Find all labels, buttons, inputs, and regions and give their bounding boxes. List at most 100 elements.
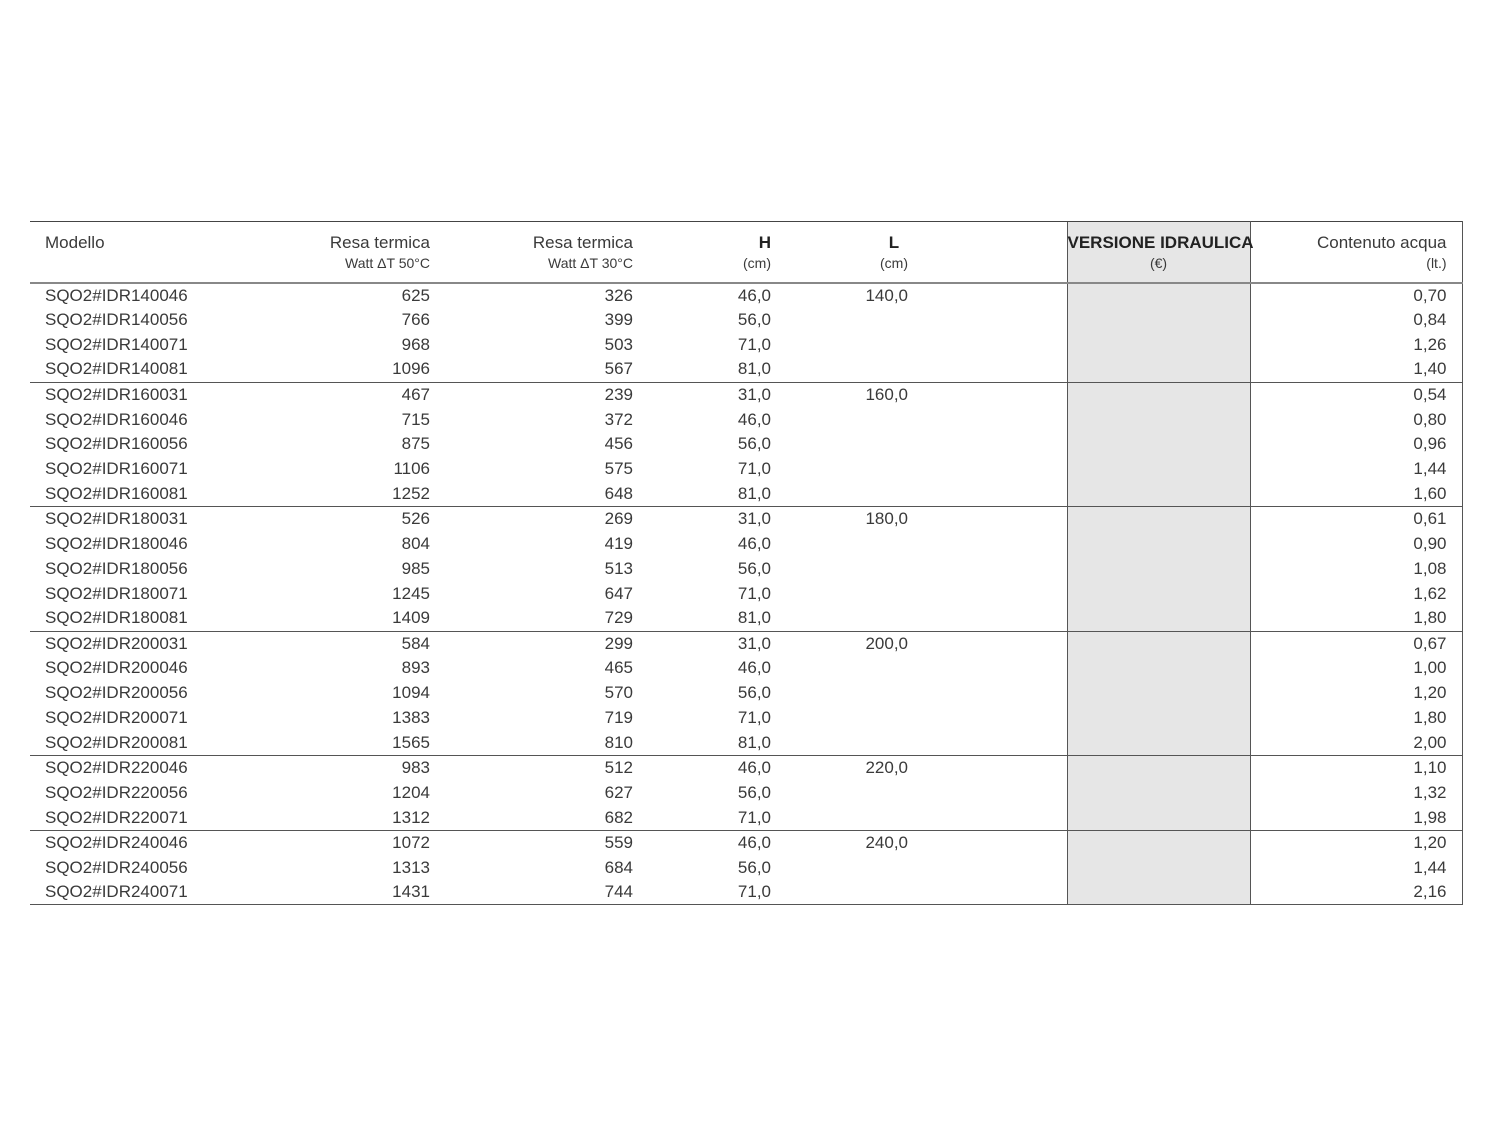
contenuto-cell: 1,20 (1250, 830, 1463, 856)
h-cell: 81,0 (648, 357, 786, 383)
table-row: SQO2#IDR140056 766 399 56,0 0,84 (30, 307, 1463, 333)
resa30-cell: 744 (445, 879, 648, 906)
resa50-cell: 584 (401, 633, 430, 653)
empty-cell (923, 432, 1067, 457)
resa30-cell: 684 (604, 857, 633, 877)
contenuto-cell: 2,00 (1250, 730, 1463, 757)
contenuto-cell: 1,44 (1250, 855, 1463, 880)
resa50-cell: 715 (401, 409, 430, 429)
model-cell: SQO2#IDR160071 (45, 459, 188, 479)
header-resa50: Resa termica Watt ΔT 50°C (240, 221, 445, 284)
model-cell: SQO2#IDR180031 (45, 509, 188, 529)
versione-cell (1066, 780, 1251, 806)
empty-cell (923, 879, 1067, 906)
h-cell: 31,0 (737, 509, 771, 529)
h-cell: 71,0 (737, 708, 771, 728)
h-cell: 31,0 (737, 633, 771, 653)
versione-cell (1066, 855, 1251, 880)
table-row: SQO2#IDR140046 625 326 46,0 140,0 0,70 (30, 282, 1463, 308)
table-row: SQO2#IDR160056 875 456 56,0 0,96 (30, 431, 1463, 457)
table-row: SQO2#IDR220056 1204 627 56,0 1,32 (30, 780, 1463, 806)
h-cell: 71,0 (648, 805, 786, 831)
resa50-cell: 1312 (240, 805, 445, 831)
l-cell (786, 532, 923, 557)
header-model: Modello (30, 221, 240, 284)
resa50-cell: 1565 (240, 730, 445, 757)
l-cell: 220,0 (865, 758, 908, 778)
table-row: SQO2#IDR180031 526 269 31,0 180,0 0,61 (30, 506, 1463, 532)
empty-cell (923, 457, 1067, 482)
versione-cell (1066, 830, 1251, 856)
model-cell: SQO2#IDR140046 (45, 285, 188, 305)
table-body: SQO2#IDR140046 625 326 46,0 140,0 0,70 SQO2#ID… (30, 282, 1463, 906)
h-cell: 71,0 (737, 583, 771, 603)
model-cell: SQO2#IDR140071 (45, 334, 188, 354)
versione-cell (1066, 382, 1251, 408)
table-row: SQO2#IDR200071 1383 719 71,0 1,80 (30, 705, 1463, 731)
table-row: SQO2#IDR240056 1313 684 56,0 1,44 (30, 855, 1463, 880)
model-cell: SQO2#IDR240046 (45, 832, 188, 852)
model-cell: SQO2#IDR180081 (30, 606, 240, 632)
h-cell: 46,0 (737, 758, 771, 778)
resa30-cell: 419 (604, 533, 633, 553)
h-cell: 71,0 (737, 334, 771, 354)
h-cell: 31,0 (737, 384, 771, 404)
l-cell (786, 805, 923, 831)
l-cell (786, 855, 923, 880)
versione-cell (1066, 407, 1251, 432)
resa30-cell: 570 (604, 683, 633, 703)
contenuto-cell: 1,98 (1250, 805, 1463, 831)
resa50-cell: 893 (401, 658, 430, 678)
contenuto-cell: 1,00 (1250, 655, 1463, 681)
contenuto-cell: 0,70 (1250, 282, 1463, 308)
versione-cell (1066, 307, 1251, 333)
resa30-cell: 299 (604, 633, 633, 653)
resa30-cell: 512 (604, 758, 633, 778)
resa50-cell: 1409 (240, 606, 445, 632)
contenuto-cell: 0,80 (1250, 407, 1463, 432)
model-cell: SQO2#IDR200056 (45, 683, 188, 703)
model-cell: SQO2#IDR140081 (30, 357, 240, 383)
resa50-cell: 983 (401, 758, 430, 778)
empty-cell (923, 308, 1067, 333)
table-row: SQO2#IDR220071 1312 682 71,0 1,98 (30, 805, 1463, 831)
model-cell: SQO2#IDR200046 (45, 658, 188, 678)
header-versione: VERSIONE IDRAULICA (€) (1066, 221, 1254, 284)
model-cell: SQO2#IDR220056 (45, 782, 188, 802)
resa30-cell: 372 (604, 409, 633, 429)
model-cell: SQO2#IDR140056 (45, 309, 188, 329)
header-resa30: Resa termica Watt ΔT 30°C (445, 221, 648, 284)
header-h-sub: (cm) (743, 255, 771, 271)
l-cell (786, 730, 923, 757)
l-cell (786, 481, 923, 508)
contenuto-cell: 1,80 (1250, 705, 1463, 731)
l-cell (786, 681, 923, 706)
h-cell: 56,0 (737, 309, 771, 329)
resa30-cell: 269 (604, 509, 633, 529)
model-cell: SQO2#IDR200071 (45, 708, 188, 728)
h-cell: 56,0 (737, 434, 771, 454)
resa50-cell: 1252 (240, 481, 445, 508)
header-h: H (cm) (648, 221, 786, 284)
versione-cell (1066, 581, 1251, 607)
table-row: SQO2#IDR160031 467 239 31,0 160,0 0,54 (30, 382, 1463, 408)
versione-cell (1066, 805, 1251, 831)
table-row: SQO2#IDR140071 968 503 71,0 1,26 (30, 332, 1463, 358)
h-cell: 46,0 (737, 658, 771, 678)
table-row: SQO2#IDR200056 1094 570 56,0 1,20 (30, 680, 1463, 706)
empty-cell (923, 556, 1067, 581)
resa50-cell: 804 (401, 533, 430, 553)
contenuto-cell: 2,16 (1250, 879, 1463, 906)
contenuto-cell: 1,40 (1250, 357, 1463, 383)
resa50-cell: 1313 (392, 857, 430, 877)
versione-cell (1066, 456, 1251, 482)
contenuto-cell: 0,96 (1250, 431, 1463, 457)
contenuto-cell: 0,67 (1250, 631, 1463, 656)
resa50-cell: 1072 (392, 832, 430, 852)
contenuto-cell: 0,90 (1250, 531, 1463, 557)
header-contenuto-sub: (lt.) (1426, 255, 1447, 271)
h-cell: 81,0 (648, 481, 786, 508)
model-cell: SQO2#IDR160046 (45, 409, 188, 429)
empty-cell (923, 332, 1067, 357)
l-cell: 180,0 (865, 509, 908, 529)
